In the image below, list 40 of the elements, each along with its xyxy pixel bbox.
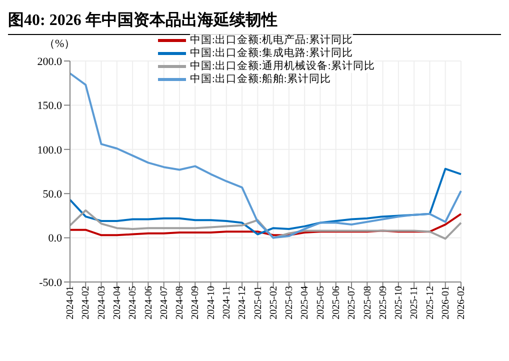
x-tick-label: 2025-03 <box>284 286 296 320</box>
x-tick-label: 2025-01 <box>252 286 264 320</box>
x-tick-label: 2025-11 <box>409 286 420 319</box>
x-tick-label: 2025-09 <box>378 286 389 320</box>
x-tick-label: 2026-01 <box>440 286 452 320</box>
x-tick-label: 2024-12 <box>237 286 248 320</box>
x-tick-label: 2024-05 <box>128 286 139 320</box>
y-tick-label: 150.0 <box>37 100 62 112</box>
chart-title: 图40: 2026 年中国资本品出海延续韧性 <box>8 8 501 35</box>
legend-label: 中国:出口金额:集成电路:累计同比 <box>190 47 353 60</box>
x-tick-label: 2025-02 <box>268 286 280 320</box>
x-tick-label: 2024-09 <box>190 286 202 320</box>
line-series <box>69 168 462 236</box>
x-tick-label: 2025-07 <box>346 286 358 320</box>
y-tick-label: 200.0 <box>37 56 62 68</box>
legend-label: 中国:出口金额:船舶:累计同比 <box>190 73 331 86</box>
x-tick-label: 2024-08 <box>174 286 186 320</box>
y-tick-label: 0.0 <box>48 232 62 245</box>
line-series <box>69 72 462 239</box>
x-tick-label: 2024-07 <box>158 286 170 320</box>
x-tick-label: 2025-12 <box>424 286 436 320</box>
y-tick-label: 100.0 <box>37 144 62 156</box>
x-tick-label: 2024-02 <box>80 286 92 320</box>
y-tick-label: -50.0 <box>39 276 62 289</box>
x-tick-label: 2025-06 <box>330 286 342 320</box>
x-tick-label: 2024-06 <box>143 286 154 320</box>
x-tick-label: 2025-04 <box>300 286 311 320</box>
x-tick-label: 2024-03 <box>96 286 108 320</box>
x-tick-label: 2024-01 <box>65 286 76 320</box>
y-axis-title: （%） <box>44 37 76 51</box>
legend-label: 中国:出口金额:通用机械设备:累计同比 <box>190 60 375 73</box>
x-tick-label: 2026-02 <box>456 286 468 320</box>
x-tick-label: 2024-04 <box>112 286 124 320</box>
x-tick-label: 2024-11 <box>222 286 232 319</box>
x-tick-label: 2024-10 <box>206 286 217 320</box>
x-tick-label: 2025-05 <box>315 286 326 320</box>
x-tick-label: 2025-08 <box>362 286 374 320</box>
x-tick-label: 2025-10 <box>394 286 405 320</box>
legend-label: 中国:出口金额:机电产品:累计同比 <box>190 34 353 47</box>
y-tick-label: 50.0 <box>42 188 62 201</box>
